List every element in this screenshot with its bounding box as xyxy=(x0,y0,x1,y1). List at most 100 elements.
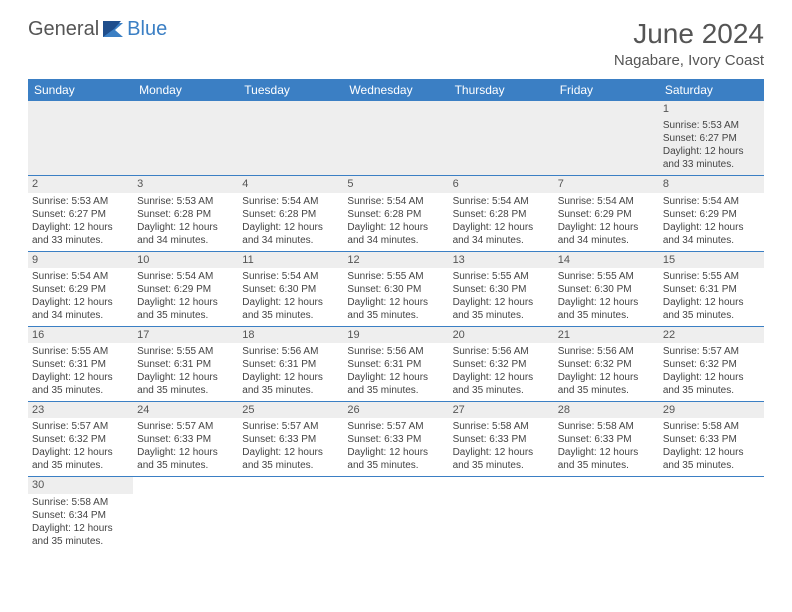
daylight-line-1: Daylight: 12 hours xyxy=(242,371,339,384)
weekday-header: Sunday xyxy=(28,79,133,101)
daylight-line-1: Daylight: 12 hours xyxy=(242,296,339,309)
sunrise-line: Sunrise: 5:55 AM xyxy=(32,345,129,358)
daylight-line-2: and 35 minutes. xyxy=(347,459,444,472)
daylight-line-2: and 35 minutes. xyxy=(137,459,234,472)
calendar-day-cell: 25Sunrise: 5:57 AMSunset: 6:33 PMDayligh… xyxy=(238,402,343,477)
weekday-header: Friday xyxy=(554,79,659,101)
sunset-line: Sunset: 6:28 PM xyxy=(453,208,550,221)
calendar-day-cell: 15Sunrise: 5:55 AMSunset: 6:31 PMDayligh… xyxy=(659,251,764,326)
calendar-day-cell xyxy=(554,101,659,176)
daylight-line-2: and 35 minutes. xyxy=(137,309,234,322)
daylight-line-2: and 33 minutes. xyxy=(663,158,760,171)
sunrise-line: Sunrise: 5:57 AM xyxy=(242,420,339,433)
day-number: 20 xyxy=(449,327,554,343)
sunset-line: Sunset: 6:29 PM xyxy=(663,208,760,221)
sunset-line: Sunset: 6:28 PM xyxy=(347,208,444,221)
day-number: 17 xyxy=(133,327,238,343)
sunset-line: Sunset: 6:30 PM xyxy=(558,283,655,296)
location-label: Nagabare, Ivory Coast xyxy=(614,52,764,69)
calendar-day-cell xyxy=(554,477,659,552)
calendar-day-cell: 18Sunrise: 5:56 AMSunset: 6:31 PMDayligh… xyxy=(238,326,343,401)
calendar-day-cell: 19Sunrise: 5:56 AMSunset: 6:31 PMDayligh… xyxy=(343,326,448,401)
calendar-day-cell: 24Sunrise: 5:57 AMSunset: 6:33 PMDayligh… xyxy=(133,402,238,477)
brand-text-1: General xyxy=(28,18,99,41)
sunrise-line: Sunrise: 5:53 AM xyxy=(32,195,129,208)
daylight-line-2: and 35 minutes. xyxy=(242,309,339,322)
sunset-line: Sunset: 6:29 PM xyxy=(137,283,234,296)
calendar-day-cell xyxy=(238,477,343,552)
daylight-line-1: Daylight: 12 hours xyxy=(32,522,129,535)
sunset-line: Sunset: 6:31 PM xyxy=(32,358,129,371)
sunset-line: Sunset: 6:28 PM xyxy=(242,208,339,221)
day-number: 4 xyxy=(238,176,343,192)
flag-icon xyxy=(103,21,125,39)
sunrise-line: Sunrise: 5:58 AM xyxy=(663,420,760,433)
calendar-week-row: 9Sunrise: 5:54 AMSunset: 6:29 PMDaylight… xyxy=(28,251,764,326)
daylight-line-1: Daylight: 12 hours xyxy=(453,446,550,459)
calendar-day-cell: 13Sunrise: 5:55 AMSunset: 6:30 PMDayligh… xyxy=(449,251,554,326)
sunset-line: Sunset: 6:33 PM xyxy=(453,433,550,446)
calendar-day-cell xyxy=(449,101,554,176)
daylight-line-2: and 35 minutes. xyxy=(453,459,550,472)
daylight-line-1: Daylight: 12 hours xyxy=(137,371,234,384)
daylight-line-2: and 35 minutes. xyxy=(558,384,655,397)
daylight-line-1: Daylight: 12 hours xyxy=(663,145,760,158)
day-number: 3 xyxy=(133,176,238,192)
calendar-day-cell: 10Sunrise: 5:54 AMSunset: 6:29 PMDayligh… xyxy=(133,251,238,326)
daylight-line-2: and 33 minutes. xyxy=(32,234,129,247)
calendar-week-row: 23Sunrise: 5:57 AMSunset: 6:32 PMDayligh… xyxy=(28,402,764,477)
daylight-line-1: Daylight: 12 hours xyxy=(663,221,760,234)
month-title: June 2024 xyxy=(614,18,764,50)
sunset-line: Sunset: 6:29 PM xyxy=(32,283,129,296)
daylight-line-2: and 34 minutes. xyxy=(242,234,339,247)
sunset-line: Sunset: 6:27 PM xyxy=(32,208,129,221)
sunrise-line: Sunrise: 5:54 AM xyxy=(558,195,655,208)
daylight-line-2: and 34 minutes. xyxy=(558,234,655,247)
calendar-day-cell xyxy=(343,101,448,176)
daylight-line-1: Daylight: 12 hours xyxy=(347,296,444,309)
calendar-week-row: 16Sunrise: 5:55 AMSunset: 6:31 PMDayligh… xyxy=(28,326,764,401)
daylight-line-1: Daylight: 12 hours xyxy=(242,221,339,234)
daylight-line-2: and 35 minutes. xyxy=(347,384,444,397)
daylight-line-1: Daylight: 12 hours xyxy=(558,371,655,384)
calendar-day-cell xyxy=(133,477,238,552)
sunset-line: Sunset: 6:31 PM xyxy=(242,358,339,371)
weekday-header: Thursday xyxy=(449,79,554,101)
daylight-line-2: and 35 minutes. xyxy=(558,459,655,472)
calendar-day-cell: 20Sunrise: 5:56 AMSunset: 6:32 PMDayligh… xyxy=(449,326,554,401)
calendar-day-cell: 21Sunrise: 5:56 AMSunset: 6:32 PMDayligh… xyxy=(554,326,659,401)
sunset-line: Sunset: 6:33 PM xyxy=(347,433,444,446)
daylight-line-2: and 35 minutes. xyxy=(242,384,339,397)
daylight-line-2: and 35 minutes. xyxy=(453,309,550,322)
daylight-line-2: and 35 minutes. xyxy=(663,459,760,472)
sunrise-line: Sunrise: 5:56 AM xyxy=(453,345,550,358)
daylight-line-1: Daylight: 12 hours xyxy=(558,446,655,459)
calendar-day-cell: 29Sunrise: 5:58 AMSunset: 6:33 PMDayligh… xyxy=(659,402,764,477)
brand-text-2: Blue xyxy=(127,18,167,41)
calendar-day-cell: 8Sunrise: 5:54 AMSunset: 6:29 PMDaylight… xyxy=(659,176,764,251)
calendar-day-cell: 3Sunrise: 5:53 AMSunset: 6:28 PMDaylight… xyxy=(133,176,238,251)
calendar-day-cell: 1Sunrise: 5:53 AMSunset: 6:27 PMDaylight… xyxy=(659,101,764,176)
daylight-line-2: and 34 minutes. xyxy=(347,234,444,247)
day-number: 9 xyxy=(28,252,133,268)
sunset-line: Sunset: 6:28 PM xyxy=(137,208,234,221)
calendar-day-cell: 4 Sunrise: 5:54 AMSunset: 6:28 PMDaylight… xyxy=(238,176,343,251)
sunrise-line: Sunrise: 5:54 AM xyxy=(32,270,129,283)
day-number: 24 xyxy=(133,402,238,418)
calendar-body: 1 Sunrise: 5:53 AMSunset: 6:27 PM Daylight… xyxy=(28,101,764,552)
calendar-week-row: 30Sunrise: 5:58 AMSunset: 6:34 PMDayligh… xyxy=(28,477,764,552)
sunrise-line: Sunrise: 5:55 AM xyxy=(137,345,234,358)
sunrise-line: Sunrise: 5:58 AM xyxy=(453,420,550,433)
daylight-line-1: Daylight: 12 hours xyxy=(32,371,129,384)
sunset-line: Sunset: 6:31 PM xyxy=(663,283,760,296)
sunrise-line: Sunrise: 5:54 AM xyxy=(242,195,339,208)
calendar-day-cell: 6Sunrise: 5:54 AMSunset: 6:28 PMDaylight… xyxy=(449,176,554,251)
day-number: 6 xyxy=(449,176,554,192)
brand-logo: General Blue xyxy=(28,18,167,41)
sunset-line: Sunset: 6:33 PM xyxy=(663,433,760,446)
day-number: 1 xyxy=(659,101,764,117)
daylight-line-1: Daylight: 12 hours xyxy=(137,221,234,234)
calendar-week-row: 2Sunrise: 5:53 AMSunset: 6:27 PMDaylight… xyxy=(28,176,764,251)
sunrise-line: Sunrise: 5:57 AM xyxy=(347,420,444,433)
calendar-day-cell xyxy=(659,477,764,552)
